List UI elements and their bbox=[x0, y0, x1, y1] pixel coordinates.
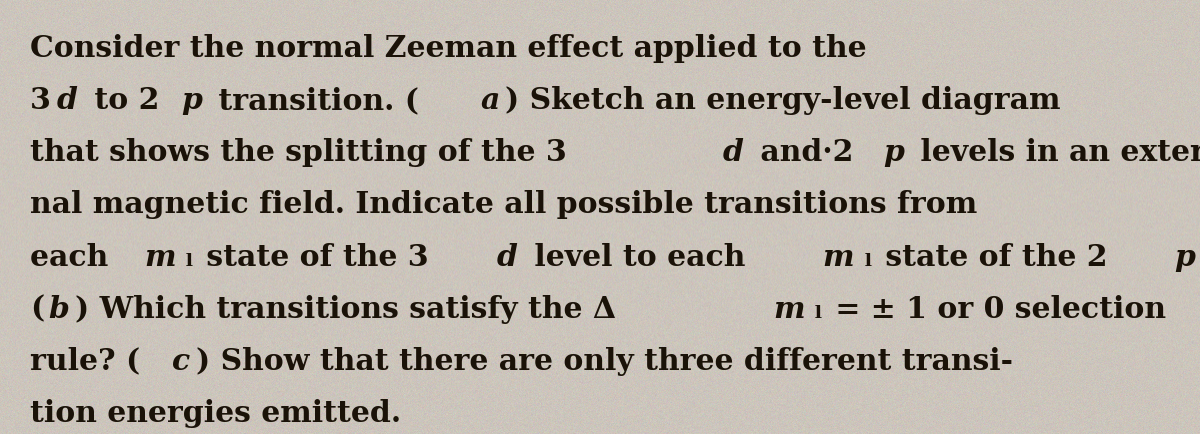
Text: to 2: to 2 bbox=[84, 86, 160, 115]
Text: ) Show that there are only three different transi-: ) Show that there are only three differe… bbox=[196, 346, 1013, 375]
Text: a: a bbox=[480, 86, 499, 115]
Text: ) Sketch an energy-level diagram: ) Sketch an energy-level diagram bbox=[505, 86, 1061, 115]
Text: d: d bbox=[56, 86, 78, 115]
Text: m: m bbox=[144, 242, 176, 271]
Text: m: m bbox=[822, 242, 854, 271]
Text: m: m bbox=[773, 294, 805, 323]
Text: = ± 1 or 0 selection: = ± 1 or 0 selection bbox=[826, 294, 1166, 323]
Text: each: each bbox=[30, 242, 119, 271]
Text: Consider the normal Zeeman effect applied to the: Consider the normal Zeeman effect applie… bbox=[30, 34, 866, 63]
Text: that shows the splitting of the 3: that shows the splitting of the 3 bbox=[30, 138, 566, 167]
Text: p: p bbox=[1175, 242, 1195, 271]
Text: rule? (: rule? ( bbox=[30, 346, 140, 375]
Text: ₗ: ₗ bbox=[185, 242, 194, 271]
Text: levels in an exter-: levels in an exter- bbox=[910, 138, 1200, 167]
Text: and·2: and·2 bbox=[750, 138, 853, 167]
Text: transition. (: transition. ( bbox=[208, 86, 419, 115]
Text: ₗ: ₗ bbox=[814, 294, 823, 323]
Text: ₗ: ₗ bbox=[863, 242, 872, 271]
Text: b: b bbox=[48, 294, 70, 323]
Text: nal magnetic field. Indicate all possible transitions from: nal magnetic field. Indicate all possibl… bbox=[30, 190, 977, 219]
Text: tion energies emitted.: tion energies emitted. bbox=[30, 398, 401, 427]
Text: d: d bbox=[497, 242, 517, 271]
Text: state of the 3: state of the 3 bbox=[197, 242, 430, 271]
Text: ) Which transitions satisfy the Δ: ) Which transitions satisfy the Δ bbox=[76, 294, 616, 323]
Text: (: ( bbox=[30, 294, 44, 323]
Text: level to each: level to each bbox=[523, 242, 755, 271]
Text: d: d bbox=[722, 138, 744, 167]
Text: c: c bbox=[172, 346, 191, 375]
Text: p: p bbox=[181, 86, 202, 115]
Text: 3: 3 bbox=[30, 86, 50, 115]
Text: p: p bbox=[883, 138, 904, 167]
Text: state of the 2: state of the 2 bbox=[875, 242, 1108, 271]
